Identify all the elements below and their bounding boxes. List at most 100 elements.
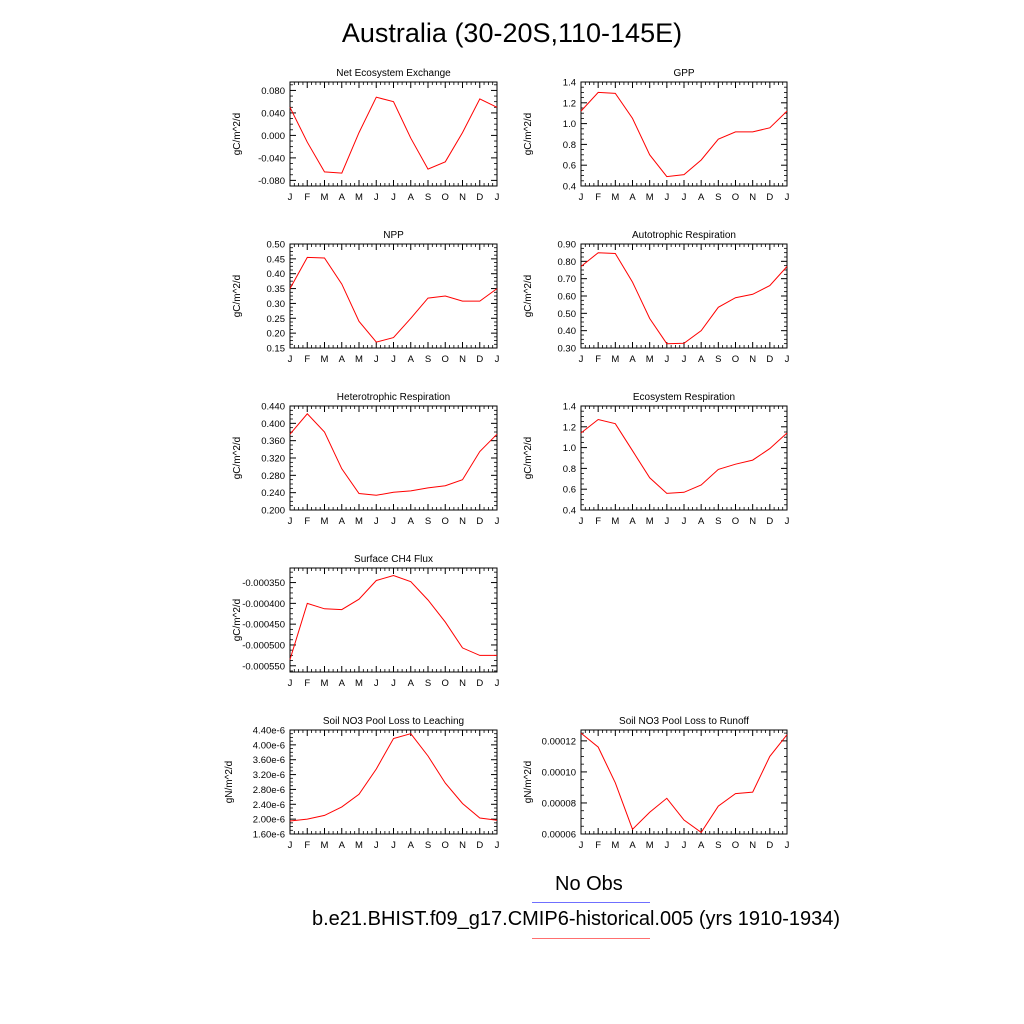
x-tick-label: M [355, 840, 363, 851]
x-tick-label: J [391, 678, 396, 689]
y-tick-label: 1.2 [563, 98, 576, 109]
y-tick-label: -0.040 [258, 153, 285, 164]
x-tick-label: S [715, 840, 721, 851]
x-tick-label: M [355, 192, 363, 203]
y-tick-label: 0.4 [563, 506, 576, 517]
x-tick-label: D [476, 354, 483, 365]
y-tick-label: 0.40 [267, 269, 286, 280]
y-tick-label: 0.6 [563, 485, 576, 496]
x-tick-label: A [339, 516, 346, 527]
x-tick-label: J [374, 678, 379, 689]
series-line [289, 413, 498, 496]
y-tick-label: 0.000 [261, 131, 285, 142]
x-tick-label: N [749, 354, 756, 365]
plot-frame [580, 243, 788, 349]
page-title: Australia (30-20S,110-145E) [341, 18, 683, 48]
x-tick-label: J [391, 354, 396, 365]
y-tick-label: 0.400 [261, 419, 285, 430]
y-tick-label: -0.000450 [242, 620, 285, 631]
x-tick-label: D [476, 516, 483, 527]
x-tick-label: O [442, 192, 449, 203]
y-tick-label: 0.280 [261, 471, 285, 482]
x-tick-label: M [355, 516, 363, 527]
x-tick-label: F [304, 354, 310, 365]
x-tick-label: J [682, 354, 687, 365]
y-tick-label: -0.000550 [242, 661, 285, 672]
x-tick-label: J [785, 192, 790, 203]
x-tick-label: O [732, 840, 739, 851]
x-tick-label: J [579, 192, 584, 203]
x-tick-label: M [321, 516, 329, 527]
x-tick-label: A [408, 678, 415, 689]
x-tick-label: J [785, 840, 790, 851]
x-tick-label: N [459, 516, 466, 527]
y-tick-label: 0.00008 [542, 798, 576, 809]
x-tick-label: M [611, 516, 619, 527]
y-tick-label: 0.70 [558, 274, 577, 285]
y-tick-label: 0.00010 [542, 767, 576, 778]
x-tick-label: F [595, 192, 601, 203]
y-tick-label: 0.360 [261, 436, 285, 447]
y-tick-label: 0.25 [267, 314, 286, 325]
x-tick-label: S [425, 354, 431, 365]
x-tick-label: J [288, 516, 293, 527]
x-tick-label: D [766, 840, 773, 851]
legend-label-model: b.e21.BHIST.f09_g17.CMIP6-historical.005… [312, 908, 841, 930]
x-tick-label: N [459, 840, 466, 851]
y-tick-label: 0.4 [563, 182, 576, 193]
x-tick-label: J [664, 516, 669, 527]
x-tick-label: F [595, 840, 601, 851]
x-tick-label: F [304, 192, 310, 203]
y-tick-label: 1.4 [563, 78, 576, 89]
x-tick-label: A [629, 516, 636, 527]
x-tick-label: J [495, 840, 500, 851]
y-axis-label: gN/m^2/d [523, 761, 534, 804]
series-line [580, 732, 788, 834]
x-tick-label: M [321, 192, 329, 203]
y-tick-label: 0.80 [558, 257, 577, 268]
series-line [289, 574, 497, 660]
y-axis-label: gN/m^2/d [224, 761, 235, 804]
y-tick-label: 1.2 [563, 422, 576, 433]
y-axis-label: gC/m^2/d [232, 437, 243, 480]
x-tick-label: N [459, 354, 466, 365]
y-axis-label: gC/m^2/d [523, 275, 534, 318]
x-tick-label: A [698, 840, 705, 851]
y-axis-label: gC/m^2/d [232, 599, 243, 642]
plot-frame [580, 729, 788, 835]
x-tick-label: N [749, 516, 756, 527]
x-tick-label: J [495, 354, 500, 365]
x-tick-label: A [339, 192, 346, 203]
y-tick-label: 0.35 [267, 284, 286, 295]
x-tick-label: M [611, 354, 619, 365]
y-tick-label: 0.30 [267, 299, 286, 310]
y-axis-label: gC/m^2/d [523, 437, 534, 480]
x-tick-label: O [442, 516, 449, 527]
chart-title: Net Ecosystem Exchange [336, 68, 451, 79]
y-tick-label: 0.40 [558, 326, 577, 337]
chart-title: GPP [673, 68, 694, 79]
y-tick-label: 0.240 [261, 488, 285, 499]
y-tick-label: 2.80e-6 [253, 785, 285, 796]
x-tick-label: J [579, 516, 584, 527]
x-tick-label: S [425, 840, 431, 851]
legend-line-no-obs [532, 902, 650, 903]
y-tick-label: 0.60 [558, 292, 577, 303]
x-tick-label: M [646, 354, 654, 365]
x-tick-label: D [766, 354, 773, 365]
y-tick-label: 0.040 [261, 108, 285, 119]
x-tick-label: J [391, 840, 396, 851]
x-tick-label: O [442, 840, 449, 851]
x-tick-label: O [732, 354, 739, 365]
x-tick-label: M [611, 192, 619, 203]
plot-frame [580, 81, 788, 187]
x-tick-label: J [579, 840, 584, 851]
x-tick-label: D [766, 516, 773, 527]
y-tick-label: 1.60e-6 [253, 830, 285, 841]
x-tick-label: J [664, 840, 669, 851]
x-tick-label: N [459, 192, 466, 203]
